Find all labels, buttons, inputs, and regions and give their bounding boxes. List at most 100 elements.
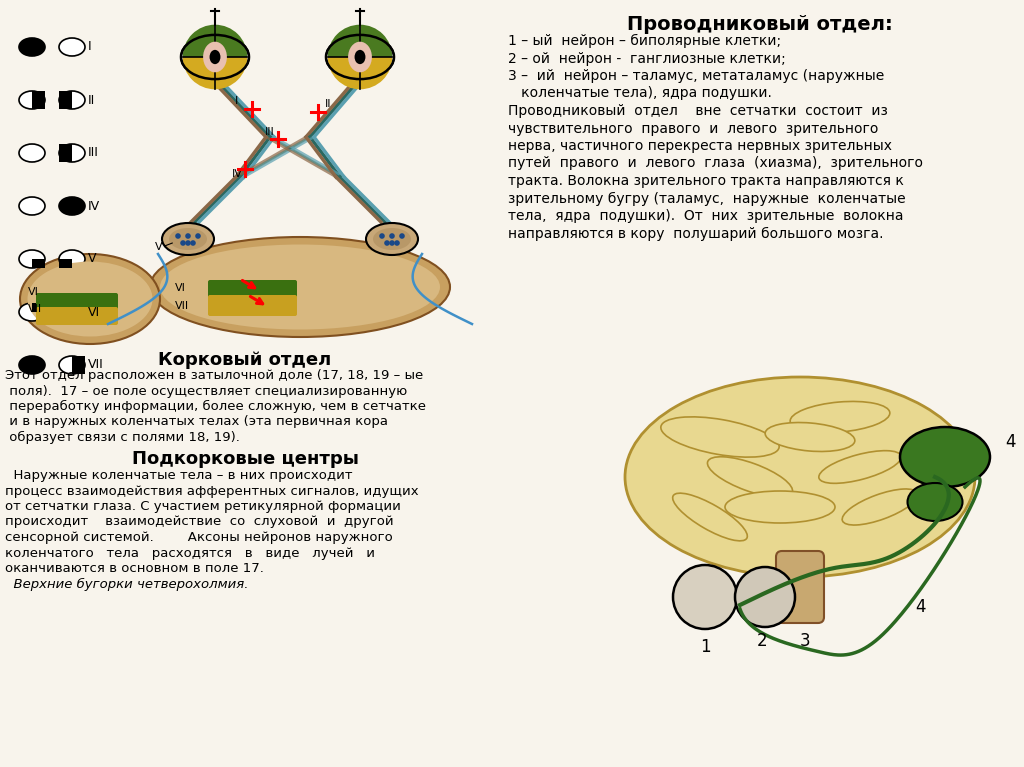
FancyBboxPatch shape (208, 295, 297, 316)
Text: Верхние бугорки четверохолмия.: Верхние бугорки четверохолмия. (5, 578, 249, 591)
Ellipse shape (765, 423, 855, 452)
Text: II: II (325, 99, 332, 109)
Text: 4: 4 (914, 598, 926, 616)
Ellipse shape (725, 491, 835, 523)
Ellipse shape (59, 197, 85, 215)
Text: образует связи с полями 18, 19).: образует связи с полями 18, 19). (5, 431, 240, 444)
Text: от сетчатки глаза. С участием ретикулярной формации: от сетчатки глаза. С участием ретикулярн… (5, 500, 400, 513)
Ellipse shape (59, 303, 85, 321)
Ellipse shape (19, 250, 45, 268)
Ellipse shape (708, 457, 793, 497)
Text: сенсорной системой.        Аксоны нейронов наружного: сенсорной системой. Аксоны нейронов нару… (5, 531, 393, 544)
Text: VII: VII (28, 304, 42, 314)
Circle shape (673, 565, 737, 629)
Ellipse shape (366, 223, 418, 255)
Circle shape (196, 233, 201, 239)
Ellipse shape (181, 35, 249, 79)
Text: зрительному бугру (таламус,  наружные  коленчатые: зрительному бугру (таламус, наружные кол… (508, 192, 905, 206)
Text: 2 – ой  нейрон -  ганглиозные клетки;: 2 – ой нейрон - ганглиозные клетки; (508, 51, 785, 65)
FancyBboxPatch shape (36, 293, 118, 311)
Wedge shape (328, 25, 392, 57)
Text: III: III (265, 127, 274, 137)
Wedge shape (182, 57, 248, 89)
Polygon shape (32, 259, 45, 268)
Text: тела,  ядра  подушки).  От  них  зрительные  волокна: тела, ядра подушки). От них зрительные в… (508, 209, 903, 223)
Ellipse shape (842, 489, 918, 525)
Text: IV: IV (88, 199, 100, 212)
Polygon shape (72, 356, 85, 374)
Ellipse shape (59, 250, 85, 268)
Ellipse shape (150, 237, 450, 337)
Ellipse shape (19, 38, 45, 56)
Text: Корковый отдел: Корковый отдел (159, 351, 332, 369)
Ellipse shape (203, 41, 227, 72)
Text: коленчатого   тела   расходятся   в   виде   лучей   и: коленчатого тела расходятся в виде лучей… (5, 547, 375, 559)
Text: VI: VI (175, 283, 186, 293)
Text: процесс взаимодействия афферентных сигналов, идущих: процесс взаимодействия афферентных сигна… (5, 485, 419, 498)
Ellipse shape (19, 197, 45, 215)
Polygon shape (32, 91, 45, 109)
Text: переработку информации, более сложную, чем в сетчатке: переработку информации, более сложную, ч… (5, 400, 426, 413)
Ellipse shape (791, 401, 890, 433)
Wedge shape (328, 57, 392, 89)
Text: Проводниковый  отдел    вне  сетчатки  состоит  из: Проводниковый отдел вне сетчатки состоит… (508, 104, 888, 118)
Ellipse shape (19, 356, 45, 374)
Text: 1 – ый  нейрон – биполярные клетки;: 1 – ый нейрон – биполярные клетки; (508, 34, 781, 48)
Text: III: III (88, 146, 99, 160)
Circle shape (399, 233, 404, 239)
Text: I: I (234, 96, 239, 106)
Text: тракта. Волокна зрительного тракта направляются к: тракта. Волокна зрительного тракта напра… (508, 174, 904, 188)
Text: VII: VII (88, 358, 103, 371)
FancyBboxPatch shape (36, 307, 118, 325)
Wedge shape (182, 25, 248, 57)
Ellipse shape (326, 35, 394, 79)
Text: Этот отдел расположен в затылочной доле (17, 18, 19 – ые: Этот отдел расположен в затылочной доле … (5, 369, 423, 382)
Circle shape (384, 240, 390, 245)
Text: Наружные коленчатые тела – в них происходит: Наружные коленчатые тела – в них происхо… (5, 469, 352, 482)
Polygon shape (59, 91, 72, 109)
Text: происходит    взаимодействие  со  слуховой  и  другой: происходит взаимодействие со слуховой и … (5, 515, 393, 528)
Text: и в наружных коленчатых телах (эта первичная кора: и в наружных коленчатых телах (эта перви… (5, 416, 388, 429)
Ellipse shape (900, 427, 990, 487)
Ellipse shape (19, 303, 45, 321)
Text: коленчатые тела), ядра подушки.: коленчатые тела), ядра подушки. (508, 87, 772, 100)
Ellipse shape (19, 356, 45, 374)
Circle shape (180, 240, 185, 245)
Ellipse shape (210, 50, 220, 64)
Polygon shape (32, 303, 45, 312)
Ellipse shape (354, 50, 366, 64)
Circle shape (389, 240, 395, 245)
Ellipse shape (19, 91, 45, 109)
FancyBboxPatch shape (208, 280, 297, 300)
Ellipse shape (673, 493, 748, 541)
Ellipse shape (348, 41, 372, 72)
Circle shape (175, 233, 181, 239)
Text: нерва, частичного перекреста нервных зрительных: нерва, частичного перекреста нервных зри… (508, 139, 892, 153)
Text: VII: VII (175, 301, 189, 311)
Text: V: V (88, 252, 96, 265)
Text: 1: 1 (699, 638, 711, 656)
Ellipse shape (28, 262, 153, 337)
Text: VI: VI (28, 287, 39, 297)
Text: I: I (88, 41, 91, 54)
Text: 3: 3 (800, 632, 810, 650)
Ellipse shape (660, 416, 779, 457)
Text: IV: IV (232, 169, 243, 179)
Ellipse shape (162, 223, 214, 255)
Ellipse shape (819, 451, 901, 483)
Ellipse shape (59, 197, 85, 215)
Text: оканчиваются в основном в поле 17.: оканчиваются в основном в поле 17. (5, 562, 264, 575)
Ellipse shape (59, 91, 85, 109)
Text: направляются в кору  полушарий большого мозга.: направляются в кору полушарий большого м… (508, 226, 884, 241)
Ellipse shape (19, 144, 45, 162)
Circle shape (379, 233, 385, 239)
Ellipse shape (59, 144, 85, 162)
Circle shape (185, 233, 190, 239)
Text: путей  правого  и  левого  глаза  (хиазма),  зрительного: путей правого и левого глаза (хиазма), з… (508, 156, 923, 170)
Ellipse shape (373, 228, 411, 250)
Text: 2: 2 (757, 632, 767, 650)
Ellipse shape (19, 38, 45, 56)
Text: Подкорковые центры: Подкорковые центры (131, 450, 358, 468)
Circle shape (389, 233, 395, 239)
Ellipse shape (169, 228, 207, 250)
